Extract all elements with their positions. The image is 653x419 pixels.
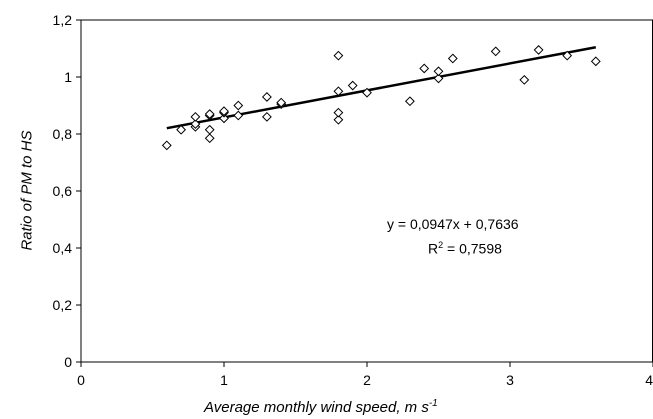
data-point — [276, 97, 287, 108]
y-tick-label: 1 — [64, 69, 72, 85]
x-tick-label: 3 — [506, 372, 514, 388]
data-point — [490, 46, 501, 57]
data-point — [562, 50, 573, 61]
data-point — [176, 124, 187, 135]
y-tick-label: 0,8 — [53, 126, 73, 142]
axes — [80, 19, 653, 363]
data-point — [433, 66, 444, 77]
trendline-equation: y = 0,0947x + 0,7636 — [387, 216, 519, 232]
r2-superscript: 2 — [438, 240, 444, 250]
data-point — [190, 119, 201, 129]
r-squared-label: R2 = 0,7598 — [428, 240, 502, 257]
y-tick-label: 0,2 — [53, 297, 73, 313]
trendline — [166, 45, 597, 130]
y-tick-label: 0,4 — [53, 240, 73, 256]
data-point — [333, 114, 344, 125]
data-point — [190, 111, 201, 122]
data-point — [447, 53, 458, 64]
y-tick-label: 0,6 — [53, 183, 73, 199]
trendline-layer — [166, 45, 597, 130]
x-axis-label-text: Average monthly wind speed, m s — [204, 399, 429, 416]
x-tick-label: 0 — [77, 372, 85, 388]
r2-prefix: R — [428, 240, 439, 257]
data-point — [219, 106, 229, 117]
data-point — [333, 86, 344, 97]
data-point — [533, 45, 544, 55]
tick-layer: 0 0,2 0,4 0,6 0,8 1 1,2 0 1 2 3 4 — [53, 12, 653, 388]
data-point — [347, 80, 358, 91]
data-point — [233, 110, 244, 121]
x-tick-label: 1 — [220, 372, 228, 388]
data-point — [333, 107, 344, 118]
r2-value: = 0,7598 — [443, 240, 502, 257]
y-tick-label: 0 — [64, 354, 72, 370]
data-point — [204, 124, 215, 135]
data-point — [362, 87, 372, 98]
data-point — [433, 73, 444, 84]
points-layer — [161, 45, 601, 151]
data-point — [519, 74, 530, 85]
x-axis-label: Average monthly wind speed, m s-1 — [204, 398, 438, 416]
y-tick-label: 1,2 — [53, 12, 73, 28]
data-point — [161, 140, 172, 151]
x-axis-label-superscript: -1 — [428, 398, 438, 409]
data-point — [204, 133, 215, 144]
y-axis-label: Ratio of PM to HS — [18, 130, 36, 251]
data-point — [590, 56, 601, 67]
data-point — [404, 96, 415, 107]
data-point — [233, 100, 244, 111]
data-point — [261, 111, 272, 122]
x-tick-label: 2 — [363, 372, 371, 388]
data-point — [261, 92, 272, 102]
data-point — [204, 109, 215, 119]
x-tick-label: 4 — [645, 372, 653, 388]
data-point — [219, 113, 229, 124]
data-point — [333, 50, 344, 61]
data-point — [419, 63, 430, 74]
